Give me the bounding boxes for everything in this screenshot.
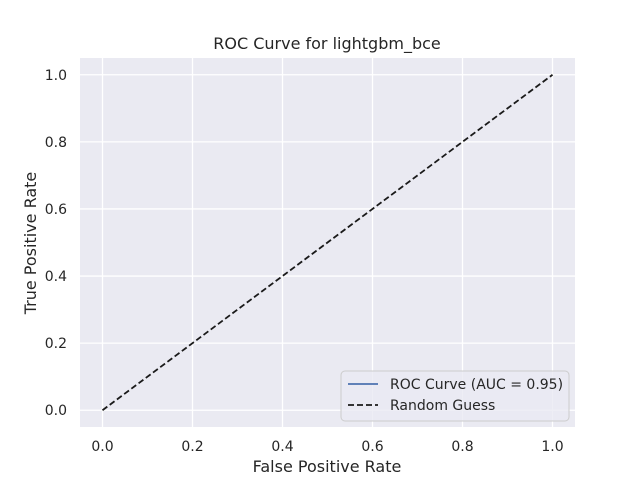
x-tick-label: 0.6 — [361, 439, 383, 455]
y-tick-label: 0.0 — [45, 403, 67, 419]
series-line-1 — [101, 74, 554, 411]
legend-box — [340, 370, 570, 422]
legend-label: ROC Curve (AUC = 0.95) — [390, 377, 563, 393]
x-tick-label: 0.8 — [451, 439, 473, 455]
x-tick-label: 1.0 — [541, 439, 563, 455]
chart-title: ROC Curve for lightgbm_bce — [213, 34, 441, 54]
legend: ROC Curve (AUC = 0.95) Random Guess — [340, 370, 570, 422]
x-axis-label: False Positive Rate — [253, 457, 402, 476]
x-tick-label: 0.2 — [181, 439, 203, 455]
y-tick-label: 0.6 — [45, 202, 67, 218]
series-layer — [101, 74, 554, 411]
y-tick-label: 0.8 — [45, 135, 67, 151]
y-axis-ticks: 0.0 0.2 0.4 0.6 0.8 1.0 — [45, 68, 67, 419]
x-tick-label: 0.4 — [271, 439, 293, 455]
grid-lines — [80, 58, 575, 427]
y-tick-label: 0.4 — [45, 269, 67, 285]
x-axis-ticks: 0.0 0.2 0.4 0.6 0.8 1.0 — [91, 439, 563, 455]
y-axis-label: True Positive Rate — [21, 172, 40, 316]
legend-label: Random Guess — [390, 398, 495, 414]
y-tick-label: 0.2 — [45, 336, 67, 352]
y-tick-label: 1.0 — [45, 68, 67, 84]
x-tick-label: 0.0 — [91, 439, 113, 455]
